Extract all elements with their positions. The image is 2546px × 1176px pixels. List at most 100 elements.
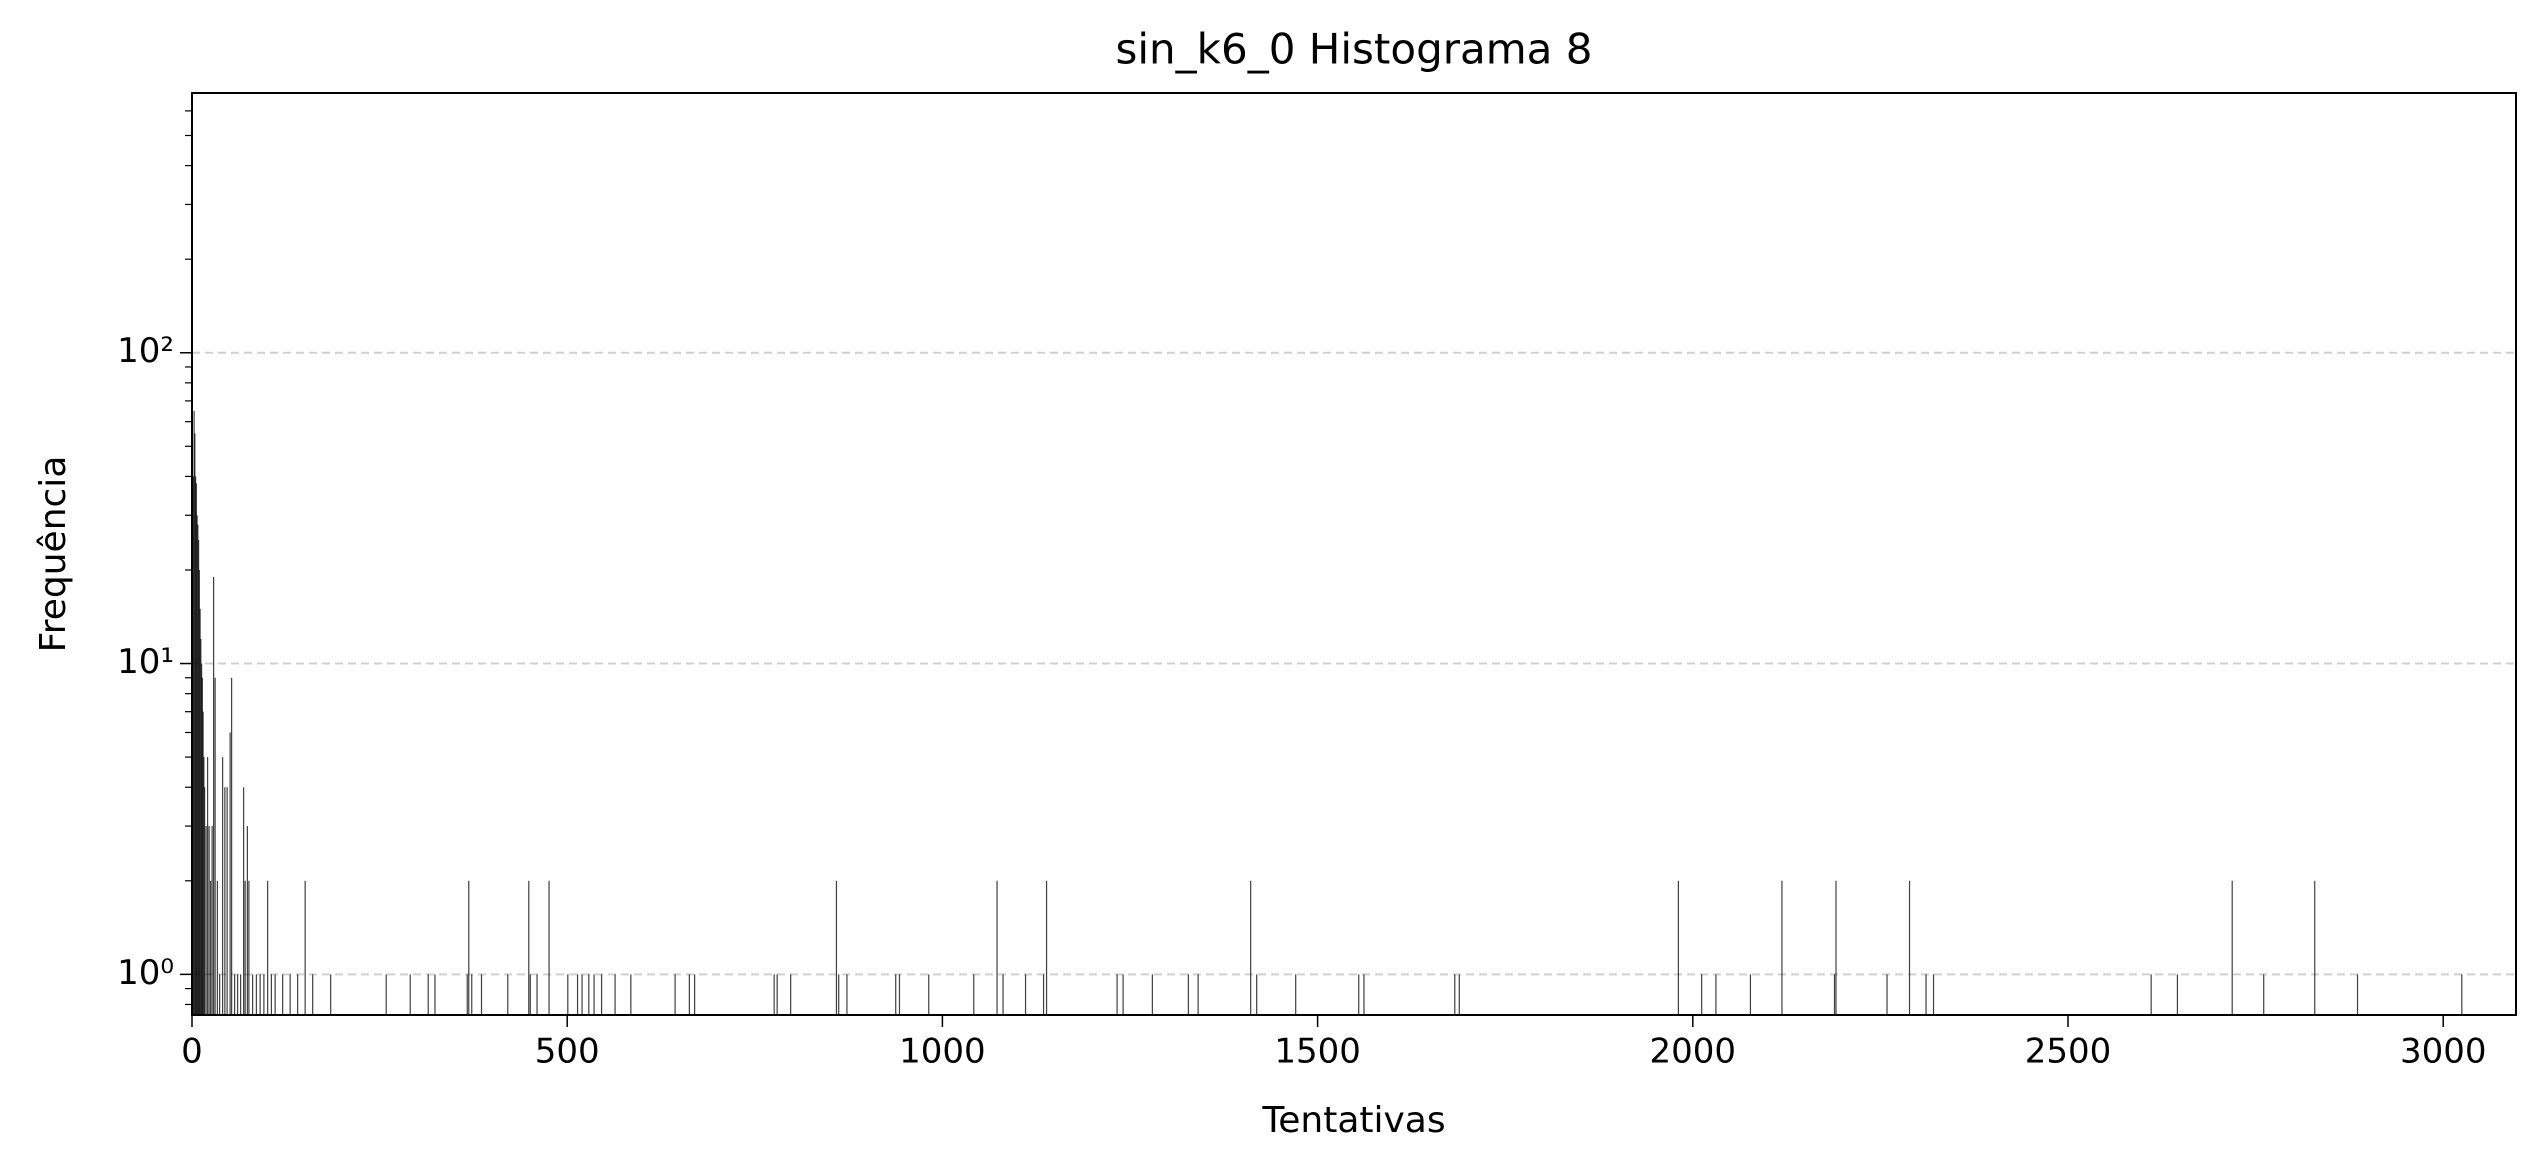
bar <box>1116 974 1118 1015</box>
bar <box>529 974 531 1015</box>
bar <box>205 826 207 1015</box>
bar <box>282 974 284 1015</box>
bar <box>194 433 196 1015</box>
bar <box>330 974 332 1015</box>
bar <box>776 974 778 1015</box>
bar <box>216 880 218 1015</box>
bar <box>214 677 216 1015</box>
x-tick-label: 2500 <box>2025 1032 2112 1072</box>
bar <box>385 974 387 1015</box>
bar <box>1042 974 1045 1015</box>
bar <box>2176 974 2179 1015</box>
bar <box>548 880 550 1015</box>
x-axis-label: Tentativas <box>1261 1100 1445 1141</box>
bar <box>1835 880 1837 1015</box>
bar <box>1925 974 1927 1015</box>
bar <box>243 787 245 1015</box>
bar <box>2356 974 2359 1015</box>
bar <box>267 880 269 1015</box>
bar <box>1908 880 1911 1015</box>
bar <box>1197 974 1199 1015</box>
bar <box>588 974 590 1015</box>
bar <box>196 515 198 1015</box>
bar <box>246 826 248 1015</box>
bar <box>240 974 242 1015</box>
x-tick-label: 1000 <box>899 1032 986 1072</box>
bar <box>434 974 436 1015</box>
bar <box>198 569 200 1015</box>
chart-title: sin_k6_0 Histograma 8 <box>1116 25 1593 74</box>
bar <box>289 974 291 1015</box>
bar <box>846 974 848 1015</box>
bar <box>838 974 840 1015</box>
bar <box>234 974 236 1015</box>
bar <box>204 787 206 1015</box>
x-tick-label: 1500 <box>1274 1032 1361 1072</box>
bar <box>895 974 897 1015</box>
bar <box>1363 974 1365 1015</box>
bar <box>1454 974 1456 1015</box>
bar <box>996 880 998 1015</box>
bar <box>304 880 306 1015</box>
bar <box>195 476 197 1015</box>
bar <box>1256 974 1258 1015</box>
bar <box>224 787 226 1015</box>
bar <box>208 826 210 1015</box>
bar <box>312 974 314 1015</box>
bar <box>1250 880 1252 1015</box>
y-tick-label: 10¹ <box>117 642 174 682</box>
bar <box>581 974 583 1015</box>
y-tick-label: 10² <box>117 331 174 371</box>
bar <box>213 576 215 1015</box>
x-tick-label: 500 <box>535 1032 600 1072</box>
bar <box>192 476 194 1015</box>
bar <box>1701 974 1703 1015</box>
bar <box>898 974 901 1015</box>
bar <box>1002 974 1004 1015</box>
bar <box>1677 880 1679 1015</box>
bar <box>614 974 616 1015</box>
bar <box>576 974 579 1015</box>
bar <box>1932 974 1935 1015</box>
bar <box>203 757 205 1015</box>
x-tick-label: 3000 <box>2400 1032 2487 1072</box>
bar <box>1781 880 1783 1015</box>
x-tick-label: 0 <box>181 1032 203 1072</box>
bar <box>210 880 212 1015</box>
bar <box>2150 974 2152 1015</box>
bar <box>248 880 250 1015</box>
bar <box>468 880 470 1015</box>
bar <box>201 663 203 1015</box>
bar <box>222 757 224 1015</box>
bar <box>1358 974 1360 1015</box>
bar <box>263 974 265 1015</box>
bar <box>593 974 595 1015</box>
bar <box>193 410 195 1015</box>
bar <box>567 974 569 1015</box>
bar <box>226 787 228 1015</box>
bar <box>536 974 538 1015</box>
bar <box>2461 974 2463 1015</box>
bar <box>528 880 530 1015</box>
bar <box>409 974 411 1015</box>
bar <box>252 974 254 1015</box>
bar <box>244 880 246 1015</box>
bar <box>1151 974 1153 1015</box>
bar <box>1886 974 1888 1015</box>
plot-frame <box>191 92 2517 1016</box>
bar <box>674 974 676 1015</box>
bar <box>195 483 197 1015</box>
bar <box>198 539 200 1015</box>
bar <box>259 974 261 1015</box>
bar <box>200 638 202 1015</box>
bar <box>237 974 239 1015</box>
bar <box>630 974 632 1015</box>
bar <box>2231 880 2233 1015</box>
bar <box>973 974 975 1015</box>
bar <box>197 524 199 1015</box>
bar <box>270 974 272 1015</box>
bar <box>1833 974 1836 1015</box>
bar <box>211 826 213 1015</box>
bar <box>790 974 792 1015</box>
bar <box>480 974 483 1015</box>
